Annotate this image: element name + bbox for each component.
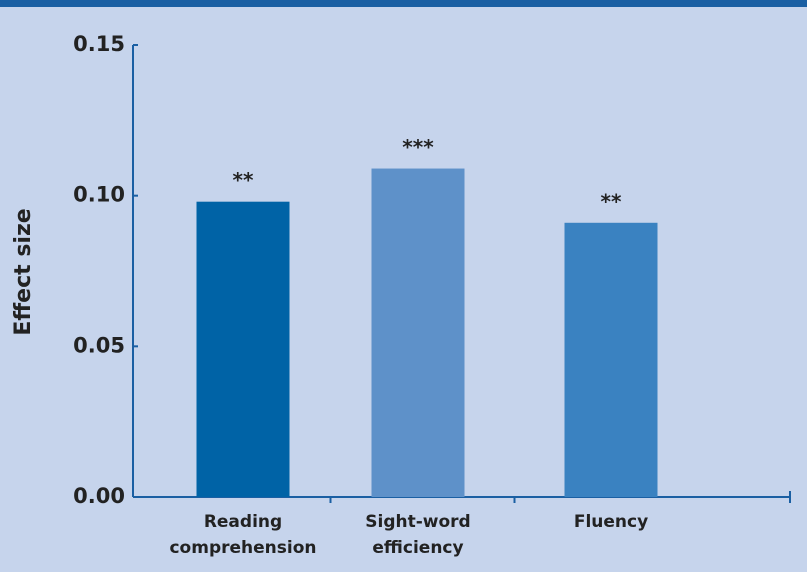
- bar: [564, 222, 658, 497]
- x-tick-label: Sight-word: [365, 512, 470, 532]
- x-tick-label: Reading: [204, 512, 282, 532]
- bar: [196, 201, 290, 497]
- bar: [371, 168, 465, 497]
- y-tick-label: 0.05: [73, 333, 125, 357]
- significance-label: ***: [402, 135, 434, 159]
- significance-label: **: [601, 189, 622, 213]
- top-stripe: [0, 0, 807, 7]
- x-tick-label: efficiency: [372, 538, 463, 558]
- y-tick-label: 0.15: [73, 32, 125, 56]
- significance-label: **: [233, 168, 254, 192]
- y-tick-label: 0.10: [73, 183, 125, 207]
- x-tick-label: comprehension: [169, 538, 316, 558]
- y-axis-label: Effect size: [11, 208, 36, 335]
- x-tick-label: Fluency: [574, 512, 648, 532]
- y-tick-label: 0.00: [73, 484, 125, 508]
